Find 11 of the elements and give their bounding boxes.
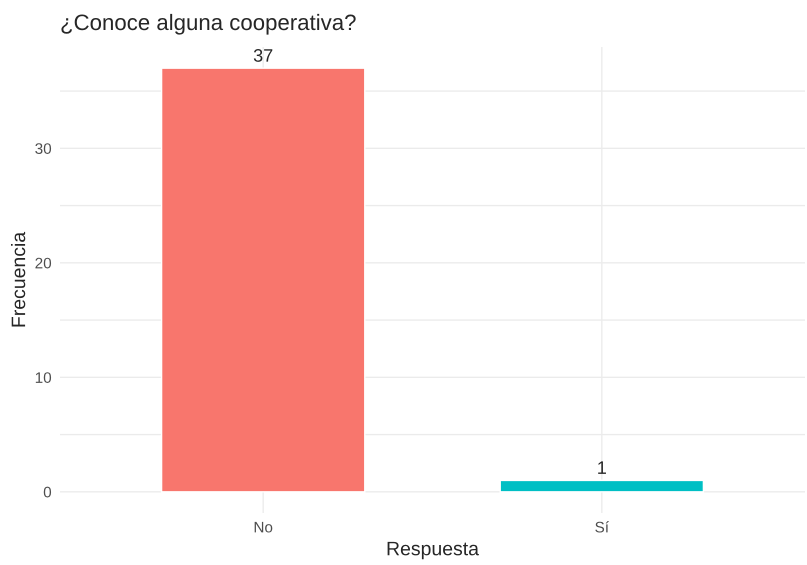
y-tick-label: 20 [35,258,52,269]
x-tick-label: No [254,522,272,533]
chart-title: ¿Conoce alguna cooperativa? [61,14,356,35]
y-tick-label: 30 [35,143,52,154]
y-tick-label: 10 [36,372,52,384]
x-axis-title: Respuesta [388,542,479,560]
data-label: 1 [598,461,606,474]
y-axis-title: Frecuencia [10,232,26,326]
data-label: 37 [254,49,272,62]
x-tick-label: Sí [595,521,609,533]
y-tick-label: 0 [44,486,52,498]
